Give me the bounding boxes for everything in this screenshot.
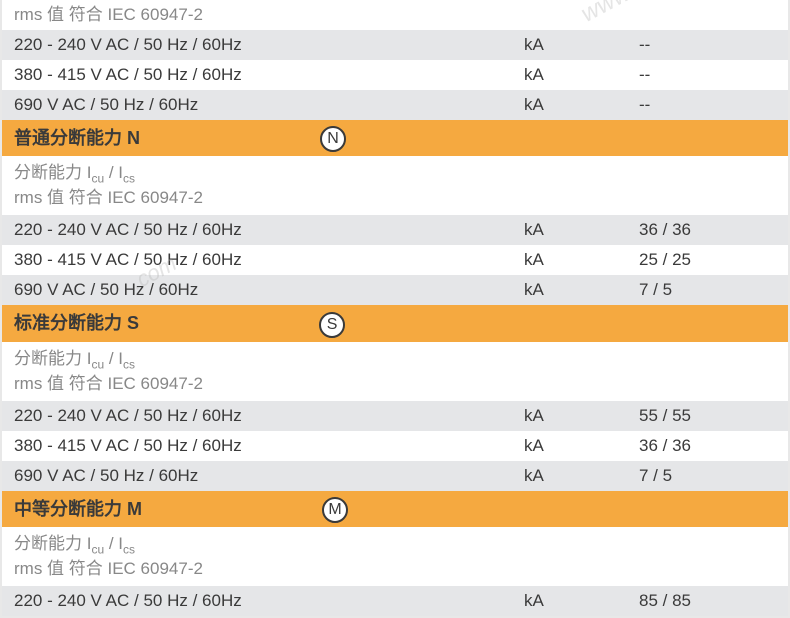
sub-text: / I	[104, 163, 123, 182]
badge-n-icon: N	[320, 126, 346, 152]
table-row: 380 - 415 V AC / 50 Hz / 60Hz kA 36 / 36	[2, 431, 788, 461]
row-value: --	[639, 95, 776, 115]
sub-text: 分断能力 I	[14, 534, 91, 553]
rms-label: rms 值 符合 IEC 60947-2	[14, 4, 524, 26]
row-unit: kA	[524, 406, 639, 426]
subscript: cu	[91, 542, 104, 556]
badge-m-icon: M	[322, 497, 348, 523]
row-label: 380 - 415 V AC / 50 Hz / 60Hz	[14, 436, 524, 456]
table-row: 380 - 415 V AC / 50 Hz / 60Hz kA --	[2, 60, 788, 90]
row-value: --	[639, 35, 776, 55]
row-unit: kA	[524, 250, 639, 270]
row-unit: kA	[524, 220, 639, 240]
row-unit: kA	[524, 35, 639, 55]
row-label: 220 - 240 V AC / 50 Hz / 60Hz	[14, 220, 524, 240]
row-label: 380 - 415 V AC / 50 Hz / 60Hz	[14, 65, 524, 85]
row-label: 220 - 240 V AC / 50 Hz / 60Hz	[14, 35, 524, 55]
table-row: 220 - 240 V AC / 50 Hz / 60Hz kA --	[2, 30, 788, 60]
section-title-text: 普通分断能力 N	[14, 128, 140, 148]
row-value: 85 / 85	[639, 591, 776, 611]
row-label: 220 - 240 V AC / 50 Hz / 60Hz	[14, 406, 524, 426]
sub-text: rms 值 符合 IEC 60947-2	[14, 559, 203, 578]
sub-label: 分断能力 Icu / Ics rms 值 符合 IEC 60947-2	[14, 162, 524, 209]
row-value: 25 / 25	[639, 250, 776, 270]
row-value: 7 / 5	[639, 466, 776, 486]
row-unit: kA	[524, 65, 639, 85]
section-title-text: 标准分断能力 S	[14, 313, 139, 333]
sub-text: / I	[104, 349, 123, 368]
table-row: 分断能力 Icu / Ics rms 值 符合 IEC 60947-2	[2, 527, 788, 586]
table-row: 690 V AC / 50 Hz / 60Hz kA 7 / 5	[2, 275, 788, 305]
sub-text: rms 值 符合 IEC 60947-2	[14, 188, 203, 207]
sub-text: 分断能力 I	[14, 163, 91, 182]
row-value: --	[639, 65, 776, 85]
subscript: cs	[123, 542, 135, 556]
table-row: 分断能力 Icu / Ics rms 值 符合 IEC 60947-2	[2, 342, 788, 401]
row-value: 36 / 36	[639, 220, 776, 240]
sub-label: 分断能力 Icu / Ics rms 值 符合 IEC 60947-2	[14, 348, 524, 395]
section-header-m: 中等分断能力 M M	[2, 491, 788, 527]
sub-text: / I	[104, 534, 123, 553]
sub-text: rms 值 符合 IEC 60947-2	[14, 374, 203, 393]
row-unit: kA	[524, 436, 639, 456]
table-row: 220 - 240 V AC / 50 Hz / 60Hz kA 36 / 36	[2, 215, 788, 245]
table-row: rms 值 符合 IEC 60947-2	[2, 0, 788, 30]
section-title: 标准分断能力 S S	[14, 309, 345, 337]
subscript: cu	[91, 357, 104, 371]
sub-text: 分断能力 I	[14, 349, 91, 368]
table-row: 220 - 240 V AC / 50 Hz / 60Hz kA 55 / 55	[2, 401, 788, 431]
badge-s-icon: S	[319, 312, 345, 338]
section-header-n: 普通分断能力 N N	[2, 120, 788, 156]
row-unit: kA	[524, 280, 639, 300]
section-title: 中等分断能力 M M	[14, 495, 348, 523]
table-row: 690 V AC / 50 Hz / 60Hz kA 7 / 5	[2, 461, 788, 491]
row-label: 690 V AC / 50 Hz / 60Hz	[14, 466, 524, 486]
row-unit: kA	[524, 95, 639, 115]
row-unit: kA	[524, 591, 639, 611]
row-label: 380 - 415 V AC / 50 Hz / 60Hz	[14, 250, 524, 270]
table-row: 220 - 240 V AC / 50 Hz / 60Hz kA 85 / 85	[2, 586, 788, 616]
subscript: cs	[123, 172, 135, 186]
sub-label: 分断能力 Icu / Ics rms 值 符合 IEC 60947-2	[14, 533, 524, 580]
table-row: 690 V AC / 50 Hz / 60Hz kA --	[2, 90, 788, 120]
row-value: 55 / 55	[639, 406, 776, 426]
section-title: 普通分断能力 N N	[14, 124, 346, 152]
section-header-s: 标准分断能力 S S	[2, 305, 788, 341]
table-row: 分断能力 Icu / Ics rms 值 符合 IEC 60947-2	[2, 156, 788, 215]
row-label: 690 V AC / 50 Hz / 60Hz	[14, 280, 524, 300]
row-value: 7 / 5	[639, 280, 776, 300]
spec-table: rms 值 符合 IEC 60947-2 220 - 240 V AC / 50…	[0, 0, 790, 618]
row-label: 690 V AC / 50 Hz / 60Hz	[14, 95, 524, 115]
section-title-text: 中等分断能力 M	[14, 499, 142, 519]
subscript: cu	[91, 172, 104, 186]
row-label: 220 - 240 V AC / 50 Hz / 60Hz	[14, 591, 524, 611]
row-value: 36 / 36	[639, 436, 776, 456]
row-unit: kA	[524, 466, 639, 486]
table-row: 380 - 415 V AC / 50 Hz / 60Hz kA 25 / 25	[2, 245, 788, 275]
subscript: cs	[123, 357, 135, 371]
